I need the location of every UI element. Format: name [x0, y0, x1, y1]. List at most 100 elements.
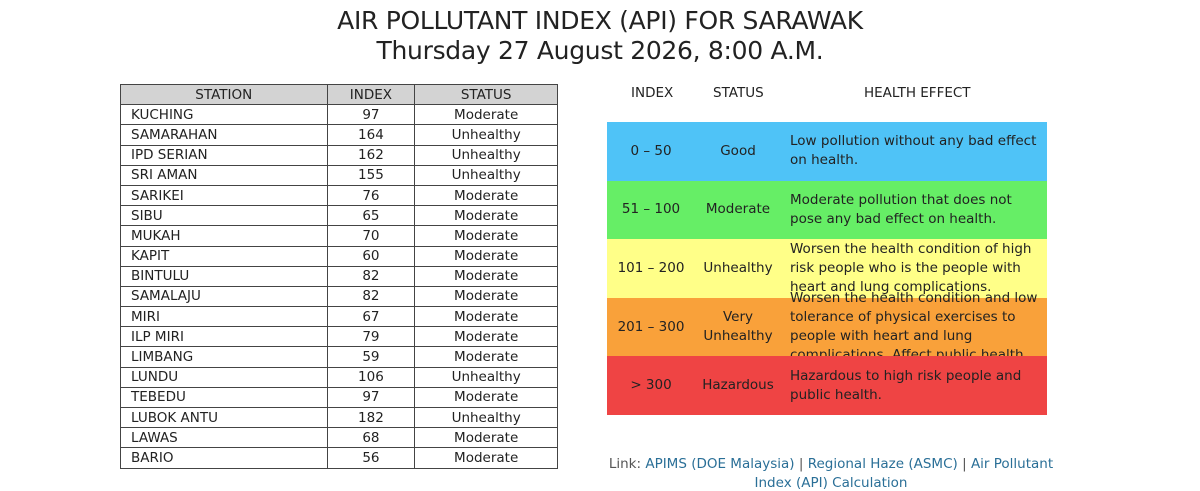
- status-cell: Moderate: [414, 306, 558, 328]
- table-row: LUBOK ANTU 182 Unhealthy: [120, 406, 558, 429]
- index-cell: 79: [326, 326, 416, 348]
- status-cell: Unhealthy: [414, 144, 558, 166]
- station-cell: KUCHING: [120, 104, 328, 126]
- station-cell: SARIKEI: [120, 184, 328, 207]
- index-cell: 155: [326, 164, 416, 186]
- legend-status: Unhealthy: [703, 259, 773, 276]
- table-row: SRI AMAN 155 Unhealthy: [120, 164, 558, 186]
- title-main: AIR POLLUTANT INDEX (API) FOR SARAWAK: [337, 6, 863, 35]
- index-cell: 164: [326, 124, 416, 146]
- index-cell: 67: [326, 306, 416, 328]
- links-prefix: Link:: [608, 456, 642, 472]
- table-row: SARIKEI 76 Moderate: [120, 184, 558, 207]
- index-cell: 106: [326, 366, 416, 388]
- index-cell: 76: [326, 184, 416, 207]
- legend-index-range: 201 – 300: [617, 318, 685, 335]
- station-cell: LIMBANG: [120, 346, 328, 368]
- legend-status: Moderate: [705, 201, 771, 218]
- station-cell: TEBEDU: [120, 386, 328, 409]
- status-cell: Moderate: [414, 346, 558, 368]
- station-cell: MIRI: [120, 306, 328, 328]
- legend-header-status: STATUS: [713, 85, 764, 101]
- status-cell: Moderate: [414, 285, 558, 308]
- link-separator: |: [798, 456, 804, 472]
- station-cell: SIBU: [120, 205, 328, 227]
- table-row: LIMBANG 59 Moderate: [120, 346, 558, 368]
- legend-health-effect: Hazardous to high risk people and public…: [790, 367, 1022, 403]
- legend-effect-cell: Worsen the health condition and low tole…: [790, 290, 1041, 363]
- index-cell: 97: [326, 386, 416, 409]
- status-cell: Unhealthy: [414, 406, 558, 429]
- table-row: MIRI 67 Moderate: [120, 306, 558, 328]
- legend-status: Good: [720, 142, 756, 159]
- header-index: INDEX: [326, 83, 416, 106]
- station-cell: LAWAS: [120, 427, 328, 449]
- page-title: AIR POLLUTANT INDEX (API) FOR SARAWAK Th…: [0, 6, 1200, 66]
- station-cell: IPD SERIAN: [120, 144, 328, 166]
- legend-effect-cell: Moderate pollution that does not pose an…: [790, 181, 1041, 240]
- legend-row: > 300 Hazardous Hazardous to high risk peo…: [607, 356, 1047, 415]
- index-cell: 60: [326, 245, 416, 267]
- station-cell: BINTULU: [120, 265, 328, 287]
- legend-header: INDEX STATUS HEALTH EFFECT: [607, 84, 1047, 102]
- station-cell: SAMALAJU: [120, 285, 328, 308]
- table-row: KUCHING 97 Moderate: [120, 104, 558, 126]
- index-cell: 82: [326, 265, 416, 287]
- station-table-header: STATION INDEX STATUS: [120, 83, 558, 106]
- station-table-body: KUCHING 97 Moderate SAMARAHAN 164 Unhealthy IP…: [120, 104, 558, 469]
- station-cell: LUBOK ANTU: [120, 406, 328, 429]
- legend-health-effect: Worsen the health condition and low tole…: [790, 290, 1038, 364]
- index-cell: 59: [326, 346, 416, 368]
- link-api-calculation[interactable]: Air Pollutant Index (API) Calculation: [754, 456, 1054, 491]
- index-cell: 97: [326, 104, 416, 126]
- status-cell: Moderate: [414, 104, 558, 126]
- table-row: SAMALAJU 82 Moderate: [120, 285, 558, 308]
- table-row: ILP MIRI 79 Moderate: [120, 326, 558, 348]
- index-cell: 56: [326, 447, 416, 469]
- table-row: BARIO 56 Moderate: [120, 447, 558, 469]
- index-cell: 162: [326, 144, 416, 166]
- link-separator: |: [962, 456, 967, 472]
- index-cell: 82: [326, 285, 416, 308]
- legend-index-range: 51 – 100: [621, 201, 681, 218]
- station-cell: SAMARAHAN: [120, 124, 328, 146]
- link-apims[interactable]: APIMS (DOE Malaysia): [645, 456, 795, 472]
- table-row: SIBU 65 Moderate: [120, 205, 558, 227]
- title-datetime: Thursday 27 August 2026, 8:00 A.M.: [376, 36, 824, 65]
- header-station: STATION: [120, 83, 328, 106]
- legend-effect-cell: Worsen the health condition of high risk…: [790, 239, 1041, 298]
- table-row: BINTULU 82 Moderate: [120, 265, 558, 287]
- table-row: MUKAH 70 Moderate: [120, 225, 558, 247]
- index-cell: 65: [326, 205, 416, 227]
- legend-index-range: > 300: [630, 377, 672, 394]
- table-row: KAPIT 60 Moderate: [120, 245, 558, 267]
- api-legend: 0 – 50 Good Low pollution without any bad …: [607, 122, 1047, 415]
- index-cell: 70: [326, 225, 416, 247]
- index-cell: 182: [326, 406, 416, 429]
- table-row: LAWAS 68 Moderate: [120, 427, 558, 449]
- legend-health-effect: Low pollution without any bad effect on …: [790, 133, 1037, 169]
- station-cell: BARIO: [120, 447, 328, 469]
- legend-status: Very Unhealthy: [703, 309, 773, 345]
- status-cell: Unhealthy: [414, 124, 558, 146]
- legend-status: Hazardous: [702, 377, 774, 394]
- link-regional-haze[interactable]: Regional Haze (ASMC): [807, 456, 958, 472]
- status-cell: Moderate: [414, 386, 558, 409]
- legend-header-index: INDEX: [631, 85, 674, 101]
- status-cell: Moderate: [414, 225, 558, 247]
- legend-health-effect: Worsen the health condition of high risk…: [790, 240, 1032, 295]
- legend-index-range: 0 – 50: [630, 142, 672, 159]
- table-row: SAMARAHAN 164 Unhealthy: [120, 124, 558, 146]
- station-cell: ILP MIRI: [120, 326, 328, 348]
- status-cell: Moderate: [414, 427, 558, 449]
- status-cell: Moderate: [414, 184, 558, 207]
- legend-row: 51 – 100 Moderate Moderate pollution that …: [607, 180, 1047, 240]
- status-cell: Moderate: [414, 205, 558, 227]
- header-status: STATUS: [414, 83, 558, 106]
- legend-effect-cell: Hazardous to high risk people and public…: [790, 356, 1041, 415]
- table-row: LUNDU 106 Unhealthy: [120, 366, 558, 388]
- station-cell: LUNDU: [120, 366, 328, 388]
- status-cell: Moderate: [414, 265, 558, 287]
- status-cell: Moderate: [414, 447, 558, 469]
- legend-row: 201 – 300 Very Unhealthy Worsen the health…: [607, 290, 1047, 363]
